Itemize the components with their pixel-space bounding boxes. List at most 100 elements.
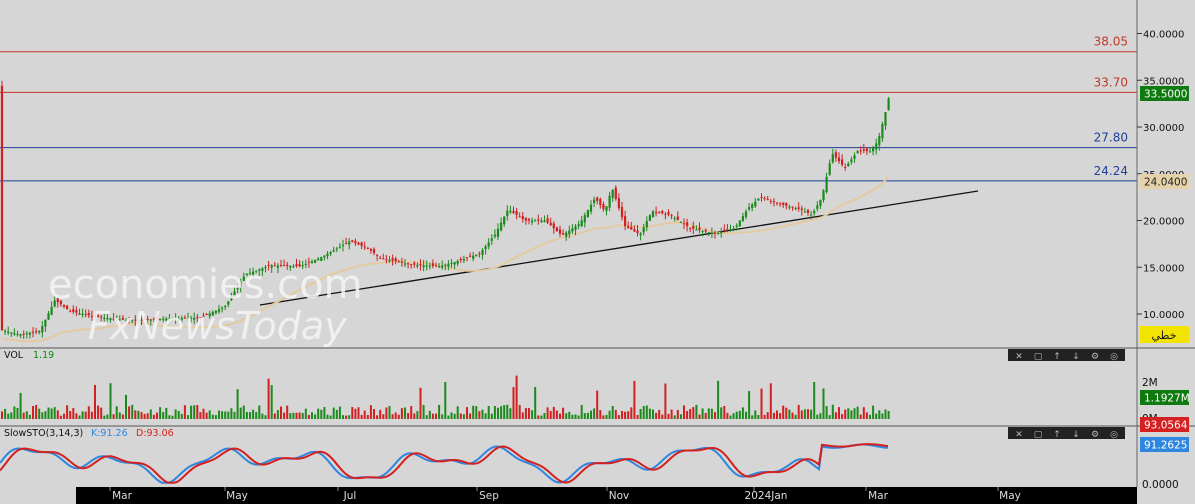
trend-line[interactable] [259, 190, 979, 306]
volume-bar [394, 412, 397, 419]
volume-bar [738, 410, 741, 419]
volume-bar [109, 383, 112, 419]
time-axis-label: Mar [868, 490, 888, 502]
candle-body [856, 150, 859, 154]
volume-bar [683, 405, 685, 419]
candle-body [326, 253, 329, 257]
move-up-icon[interactable]: ↑ [1053, 352, 1061, 362]
gear-icon[interactable]: ⚙ [1091, 352, 1099, 362]
target-icon[interactable]: ◎ [1110, 352, 1118, 362]
volume-bar [667, 413, 670, 419]
candle-body [757, 198, 760, 201]
volume-bar [140, 412, 143, 419]
candle-body [726, 229, 729, 231]
candle-body [397, 261, 400, 263]
volume-bar [552, 406, 555, 419]
candle-body [692, 226, 695, 229]
candle-body [106, 318, 109, 320]
volume-bar [782, 405, 785, 419]
move-down-icon[interactable]: ↓ [1072, 352, 1080, 362]
candle-body [565, 232, 568, 237]
volume-bar [887, 410, 890, 419]
volume-bar [571, 414, 574, 419]
volume-bar [546, 407, 549, 419]
candle-body [121, 317, 124, 320]
candle-body [292, 266, 295, 268]
candle-body [878, 136, 881, 146]
volume-bar [159, 407, 162, 419]
candle-body [744, 211, 748, 217]
close-icon[interactable]: ✕ [1015, 430, 1023, 440]
candle-body [785, 202, 788, 206]
volume-bar [304, 408, 307, 419]
candle-body [664, 213, 667, 215]
candle-body [775, 202, 779, 204]
volume-bar [862, 407, 865, 419]
scale-button[interactable] [1140, 326, 1189, 343]
volume-bar [859, 414, 862, 419]
candle-body [828, 163, 831, 175]
candle-body [131, 320, 134, 322]
volume-bar [729, 415, 732, 419]
volume-bar [599, 410, 602, 419]
volume-bar [205, 412, 208, 419]
volume-bar [611, 405, 614, 419]
candle-body [31, 331, 35, 333]
level-label: 24.24 [1094, 164, 1128, 178]
candle-body [376, 254, 379, 256]
volume-bar [565, 413, 568, 419]
candle-body [190, 317, 193, 320]
maximize-icon[interactable]: ▢ [1034, 352, 1043, 362]
volume-bar [810, 409, 813, 419]
close-icon[interactable]: ✕ [1015, 352, 1023, 362]
move-up-icon[interactable]: ↑ [1053, 430, 1061, 440]
target-icon[interactable]: ◎ [1110, 430, 1118, 440]
volume-bar [400, 408, 403, 419]
gear-icon[interactable]: ⚙ [1091, 430, 1099, 440]
candle-body [648, 215, 651, 221]
volume-bar [865, 412, 868, 419]
toolbar-background [1008, 349, 1125, 361]
volume-bar [171, 415, 174, 419]
candle-body [345, 243, 348, 245]
candle-body [583, 215, 586, 223]
candle-body [887, 98, 890, 110]
volume-bar [630, 407, 633, 419]
stoch-panel-toolbar[interactable]: ✕ ▢ ↑ ↓ ⚙ ◎ [1008, 427, 1125, 440]
candle-body [382, 258, 385, 260]
move-down-icon[interactable]: ↓ [1072, 430, 1080, 440]
price-plot-area [0, 0, 1137, 348]
candlesticks [0, 80, 890, 339]
candle-body [434, 265, 438, 267]
candle-body [806, 209, 810, 214]
candle-body [593, 199, 596, 203]
volume-bar [670, 409, 673, 419]
resistance-levels: 38.05 33.70 27.80 24.24 [0, 35, 1137, 182]
volume-bar [723, 406, 726, 419]
candle-body [196, 316, 199, 318]
volume-bar [710, 408, 713, 419]
candle-body [698, 227, 701, 231]
volume-bar [655, 412, 658, 419]
volume-bar [84, 411, 87, 419]
candle-body [493, 234, 496, 237]
candle-body [134, 319, 137, 321]
volume-bar [676, 409, 679, 419]
candle-body [469, 255, 472, 257]
candle-body [307, 261, 310, 263]
volume-bar [211, 414, 214, 419]
volume-bar [323, 407, 326, 419]
candle-body [496, 228, 500, 237]
volume-panel-toolbar[interactable]: ✕ ▢ ↑ ↓ ⚙ ◎ [1008, 349, 1125, 362]
maximize-icon[interactable]: ▢ [1034, 430, 1043, 440]
candle-body [341, 244, 345, 247]
candle-body [441, 265, 444, 268]
volume-bar [720, 407, 723, 419]
candle-body [137, 320, 140, 322]
candle-body [794, 208, 797, 210]
candle-body [419, 264, 422, 266]
volume-bar [444, 381, 447, 419]
volume-bar [633, 380, 636, 419]
candle-body [670, 215, 673, 217]
volume-bar [90, 411, 93, 419]
